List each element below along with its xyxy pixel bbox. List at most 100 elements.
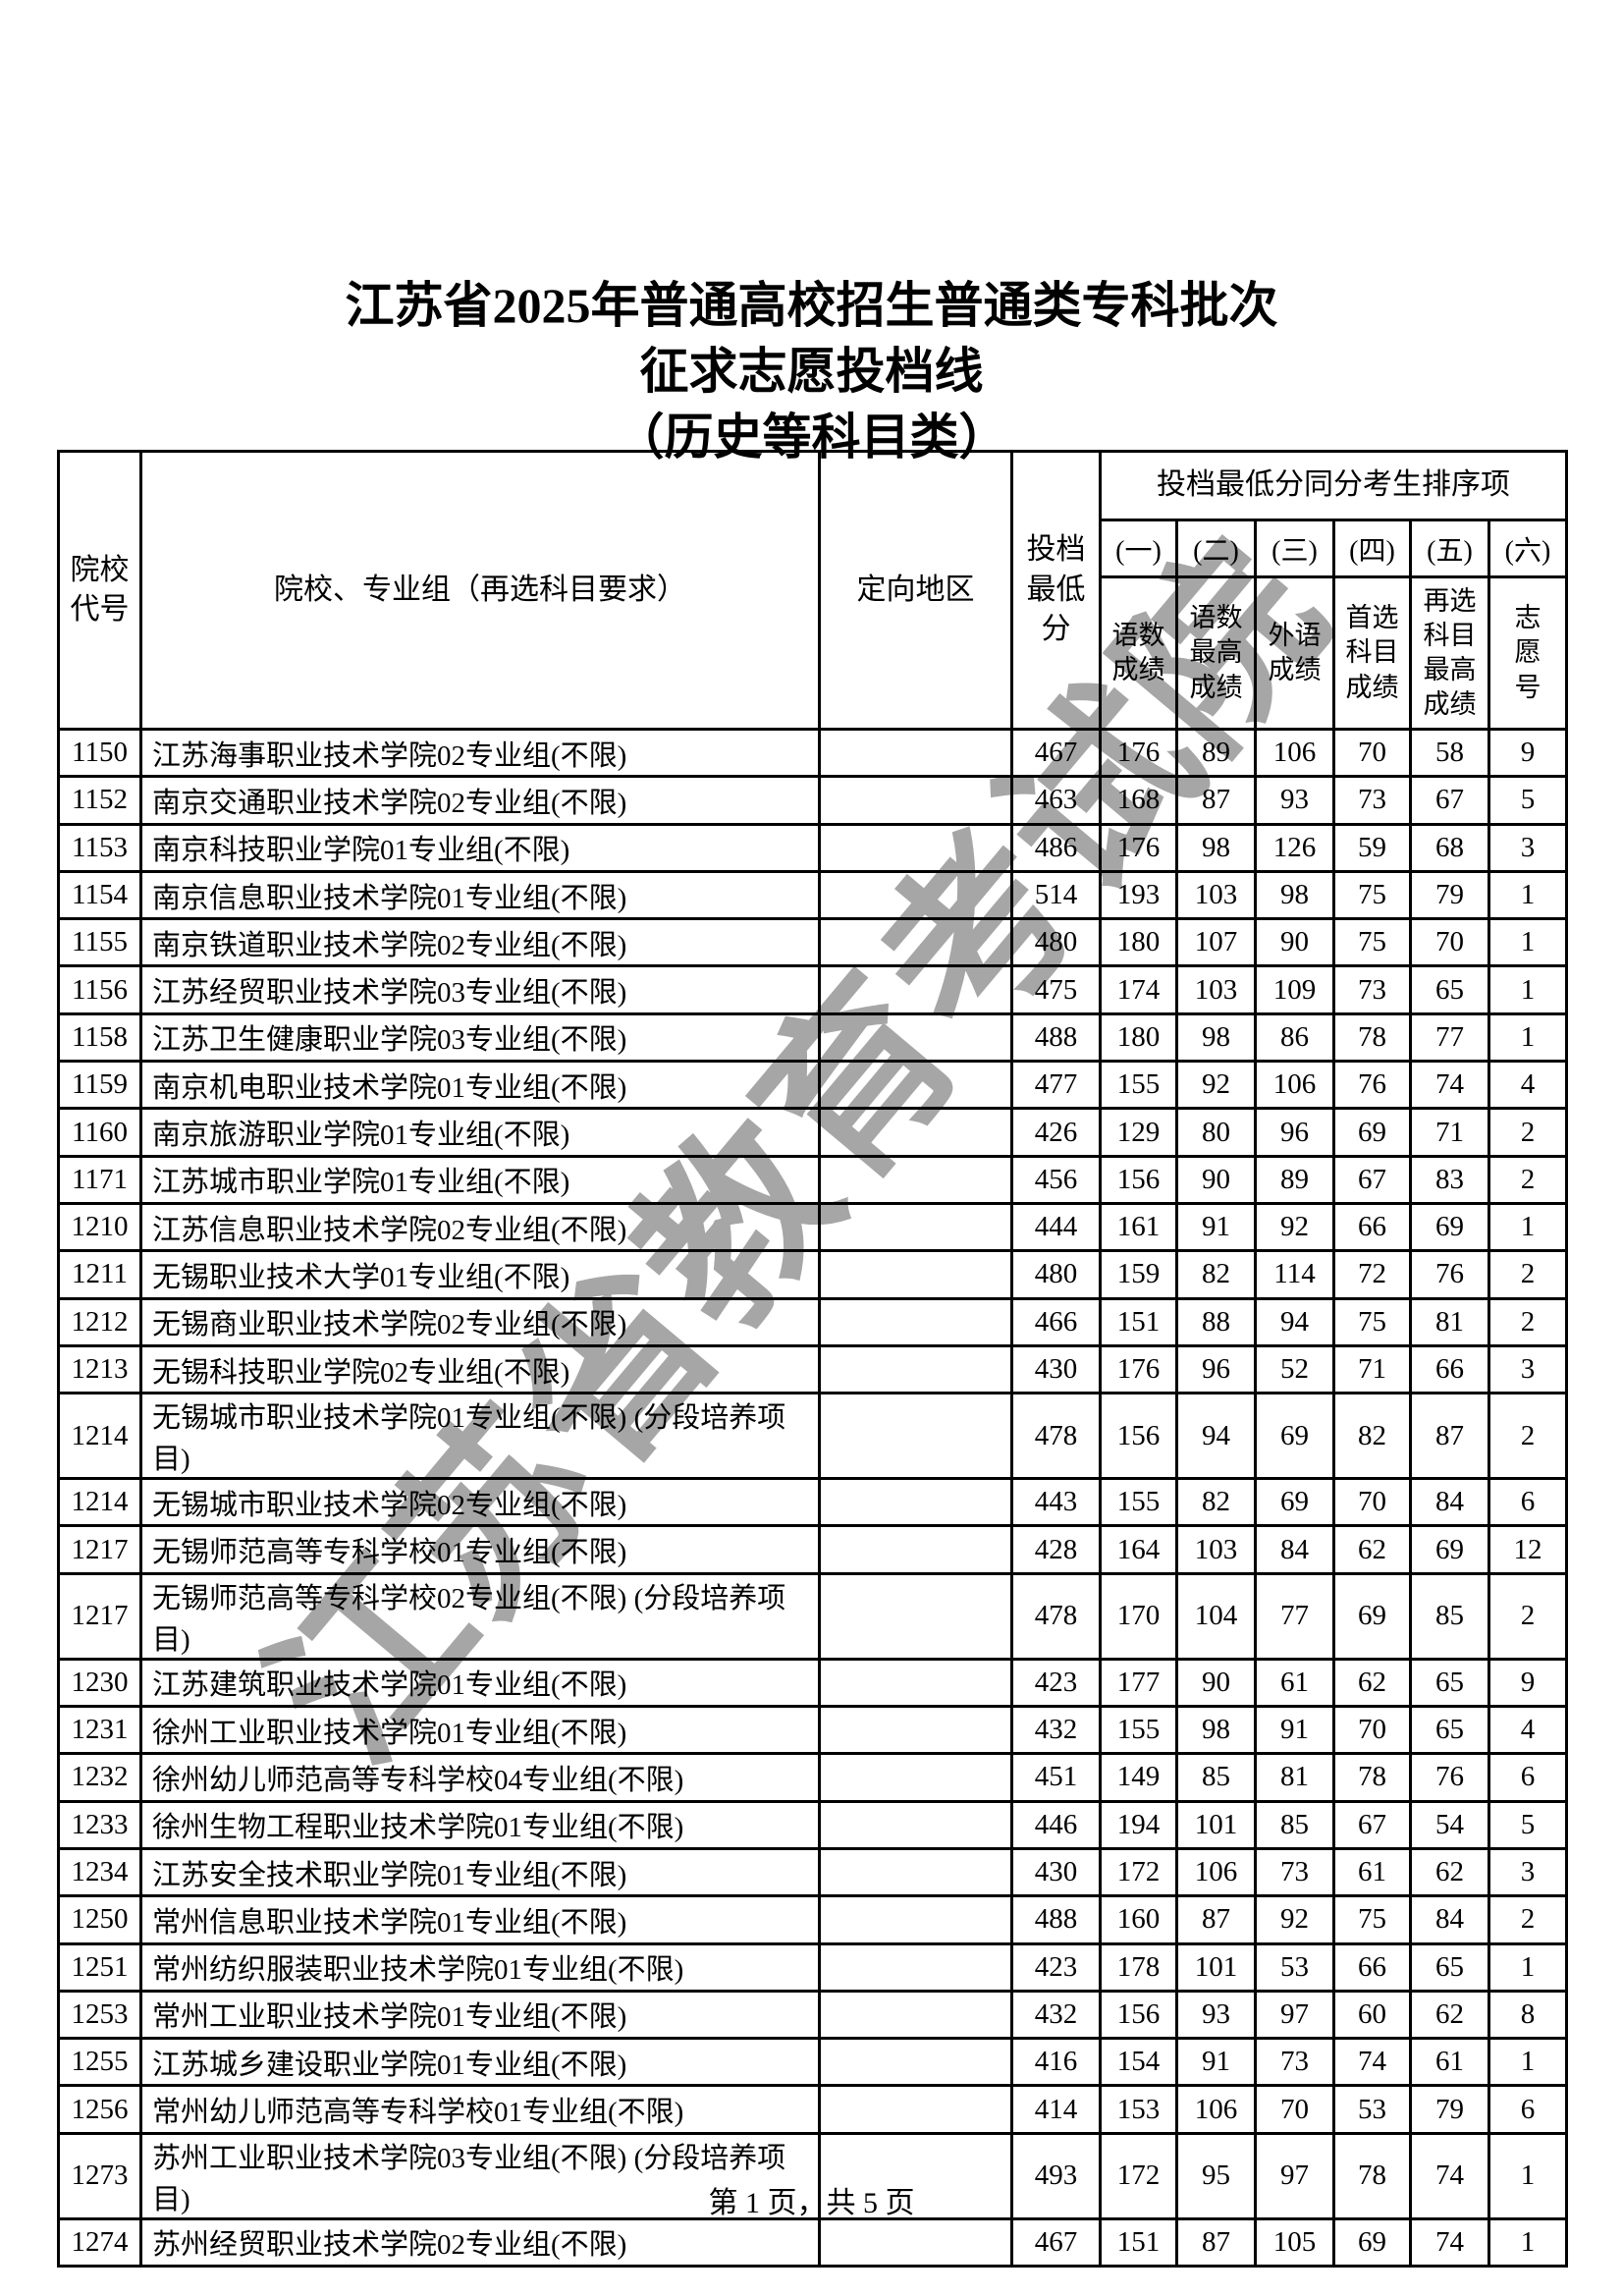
cell-score-4: 73	[1332, 775, 1412, 826]
cell-score-3: 92	[1254, 1894, 1335, 1945]
cell-score-4: 70	[1332, 1705, 1412, 1756]
cell-min-score: 463	[1010, 775, 1102, 826]
cell-score-2: 106	[1175, 1846, 1257, 1898]
cell-min-score: 423	[1010, 1657, 1102, 1709]
table-row: 1253 常州工业职业技术学院01专业组(不限) 432 156 93 97 60 62 8	[57, 1989, 1568, 2041]
header-sub-3-num: (三)	[1254, 519, 1335, 578]
cell-college-code: 1250	[57, 1894, 142, 1945]
cell-score-1: 180	[1099, 1011, 1178, 1064]
cell-min-score: 444	[1010, 1201, 1102, 1253]
cell-college-group: 徐州工业职业技术学院01专业组(不限)	[139, 1705, 821, 1756]
cell-volunteer-no: 1	[1488, 869, 1568, 921]
cell-score-1: 164	[1099, 1524, 1178, 1575]
cell-volunteer-no: 4	[1488, 1060, 1568, 1111]
cell-score-1: 156	[1099, 1154, 1178, 1205]
cell-score-1: 178	[1099, 1941, 1178, 1993]
cell-region	[818, 1657, 1013, 1709]
cell-volunteer-no: 8	[1488, 1989, 1568, 2041]
cell-score-1: 170	[1099, 1571, 1178, 1661]
header-row-1: 院校 代号 院校、专业组（再选科目要求） 定向地区 投档 最低 分 投档最低分同…	[57, 450, 1568, 731]
cell-score-1: 176	[1099, 727, 1178, 779]
cell-score-1: 194	[1099, 1799, 1178, 1850]
cell-college-code: 1152	[57, 775, 142, 826]
cell-region	[818, 1249, 1013, 1300]
page-title: 江苏省2025年普通高校招生普通类专科批次 征求志愿投档线 （历史等科目类）	[0, 273, 1623, 470]
table-row: 1230 江苏建筑职业技术学院01专业组(不限) 423 177 90 61 62 65 9	[57, 1657, 1568, 1709]
cell-score-5: 83	[1409, 1154, 1490, 1205]
cell-score-5: 87	[1409, 1392, 1490, 1481]
cell-score-4: 75	[1332, 917, 1412, 968]
table-row: 1155 南京铁道职业技术学院02专业组(不限) 480 180 107 90 75 70 1	[57, 917, 1568, 968]
cell-score-5: 84	[1409, 1477, 1490, 1528]
cell-score-2: 106	[1175, 2084, 1257, 2135]
table-row: 1171 江苏城市职业学院01专业组(不限) 456 156 90 89 67 83 2	[57, 1154, 1568, 1205]
cell-score-4: 62	[1332, 1524, 1412, 1575]
title-line-1: 江苏省2025年普通高校招生普通类专科批次	[345, 278, 1278, 333]
cell-min-score: 432	[1010, 1705, 1102, 1756]
cell-score-2: 92	[1175, 1060, 1257, 1111]
cell-college-code: 1212	[57, 1296, 142, 1347]
cell-min-score: 467	[1010, 727, 1102, 779]
cell-min-score: 451	[1010, 1752, 1102, 1803]
title-line-2: 征求志愿投档线	[639, 344, 984, 399]
header-college-group: 院校、专业组（再选科目要求）	[139, 450, 821, 731]
cell-volunteer-no: 2	[1488, 1571, 1568, 1661]
cell-score-2: 89	[1175, 727, 1257, 779]
cell-score-5: 74	[1409, 2131, 1490, 2220]
cell-volunteer-no: 6	[1488, 1477, 1568, 1528]
cell-college-group: 无锡师范高等专科学校02专业组(不限) (分段培养项目)	[139, 1571, 821, 1661]
cell-min-score: 423	[1010, 1941, 1102, 1993]
cell-volunteer-no: 2	[1488, 1894, 1568, 1945]
cell-score-5: 69	[1409, 1201, 1490, 1253]
cell-score-2: 88	[1175, 1296, 1257, 1347]
cell-score-2: 103	[1175, 869, 1257, 921]
header-sub-1-num: (一)	[1099, 519, 1178, 578]
cell-volunteer-no: 9	[1488, 1657, 1568, 1709]
table-row: 1158 江苏卫生健康职业学院03专业组(不限) 488 180 98 86 78 77 1	[57, 1011, 1568, 1064]
cell-college-code: 1160	[57, 1107, 142, 1158]
cell-score-5: 65	[1409, 1705, 1490, 1756]
cell-score-3: 73	[1254, 1846, 1335, 1898]
cell-college-code: 1213	[57, 1343, 142, 1395]
cell-college-code: 1210	[57, 1201, 142, 1253]
cell-region	[818, 1571, 1013, 1661]
cell-score-4: 69	[1332, 1107, 1412, 1158]
cell-score-1: 161	[1099, 1201, 1178, 1253]
cell-score-5: 79	[1409, 869, 1490, 921]
cell-score-5: 65	[1409, 964, 1490, 1015]
cell-score-2: 87	[1175, 1894, 1257, 1945]
cell-volunteer-no: 3	[1488, 822, 1568, 873]
cell-region	[818, 1941, 1013, 1993]
cell-score-1: 174	[1099, 964, 1178, 1015]
table-row: 1210 江苏信息职业技术学院02专业组(不限) 444 161 91 92 66 69 1	[57, 1201, 1568, 1253]
cell-min-score: 514	[1010, 869, 1102, 921]
header-tiebreak-title: 投档最低分同分考生排序项	[1099, 450, 1568, 521]
cell-score-3: 90	[1254, 917, 1335, 968]
cell-volunteer-no: 1	[1488, 917, 1568, 968]
cell-score-1: 177	[1099, 1657, 1178, 1709]
cell-score-2: 103	[1175, 964, 1257, 1015]
cell-score-3: 85	[1254, 1799, 1335, 1850]
cell-region	[818, 1705, 1013, 1756]
table-row: 1159 南京机电职业技术学院01专业组(不限) 477 155 92 106 76 74 4	[57, 1060, 1568, 1111]
cell-min-score: 477	[1010, 1060, 1102, 1111]
cell-college-code: 1159	[57, 1060, 142, 1111]
table-row: 1232 徐州幼儿师范高等专科学校04专业组(不限) 451 149 85 81 78 76 6	[57, 1752, 1568, 1803]
cell-score-3: 69	[1254, 1392, 1335, 1481]
cell-score-5: 74	[1409, 2216, 1490, 2269]
cell-region	[818, 775, 1013, 826]
header-row-3: 语数 成绩 语数 最高 成绩 外语 成绩 首选 科目 成绩 再选 科目 最高 成…	[59, 575, 1568, 731]
table-row: 1214 无锡城市职业技术学院01专业组(不限) (分段培养项目) 478 156 94…	[57, 1392, 1568, 1481]
header-sub-1-label: 语数 成绩	[1099, 575, 1178, 731]
cell-college-group: 苏州工业职业技术学院03专业组(不限) (分段培养项目)	[139, 2131, 821, 2220]
table-row: 1213 无锡科技职业学院02专业组(不限) 430 176 96 52 71 66 3	[57, 1343, 1568, 1395]
cell-score-2: 87	[1175, 775, 1257, 826]
cell-min-score: 480	[1010, 917, 1102, 968]
cell-min-score: 428	[1010, 1524, 1102, 1575]
cell-score-3: 69	[1254, 1477, 1335, 1528]
cell-score-5: 62	[1409, 1846, 1490, 1898]
cell-volunteer-no: 3	[1488, 1343, 1568, 1395]
cell-score-5: 84	[1409, 1894, 1490, 1945]
cell-score-1: 155	[1099, 1060, 1178, 1111]
